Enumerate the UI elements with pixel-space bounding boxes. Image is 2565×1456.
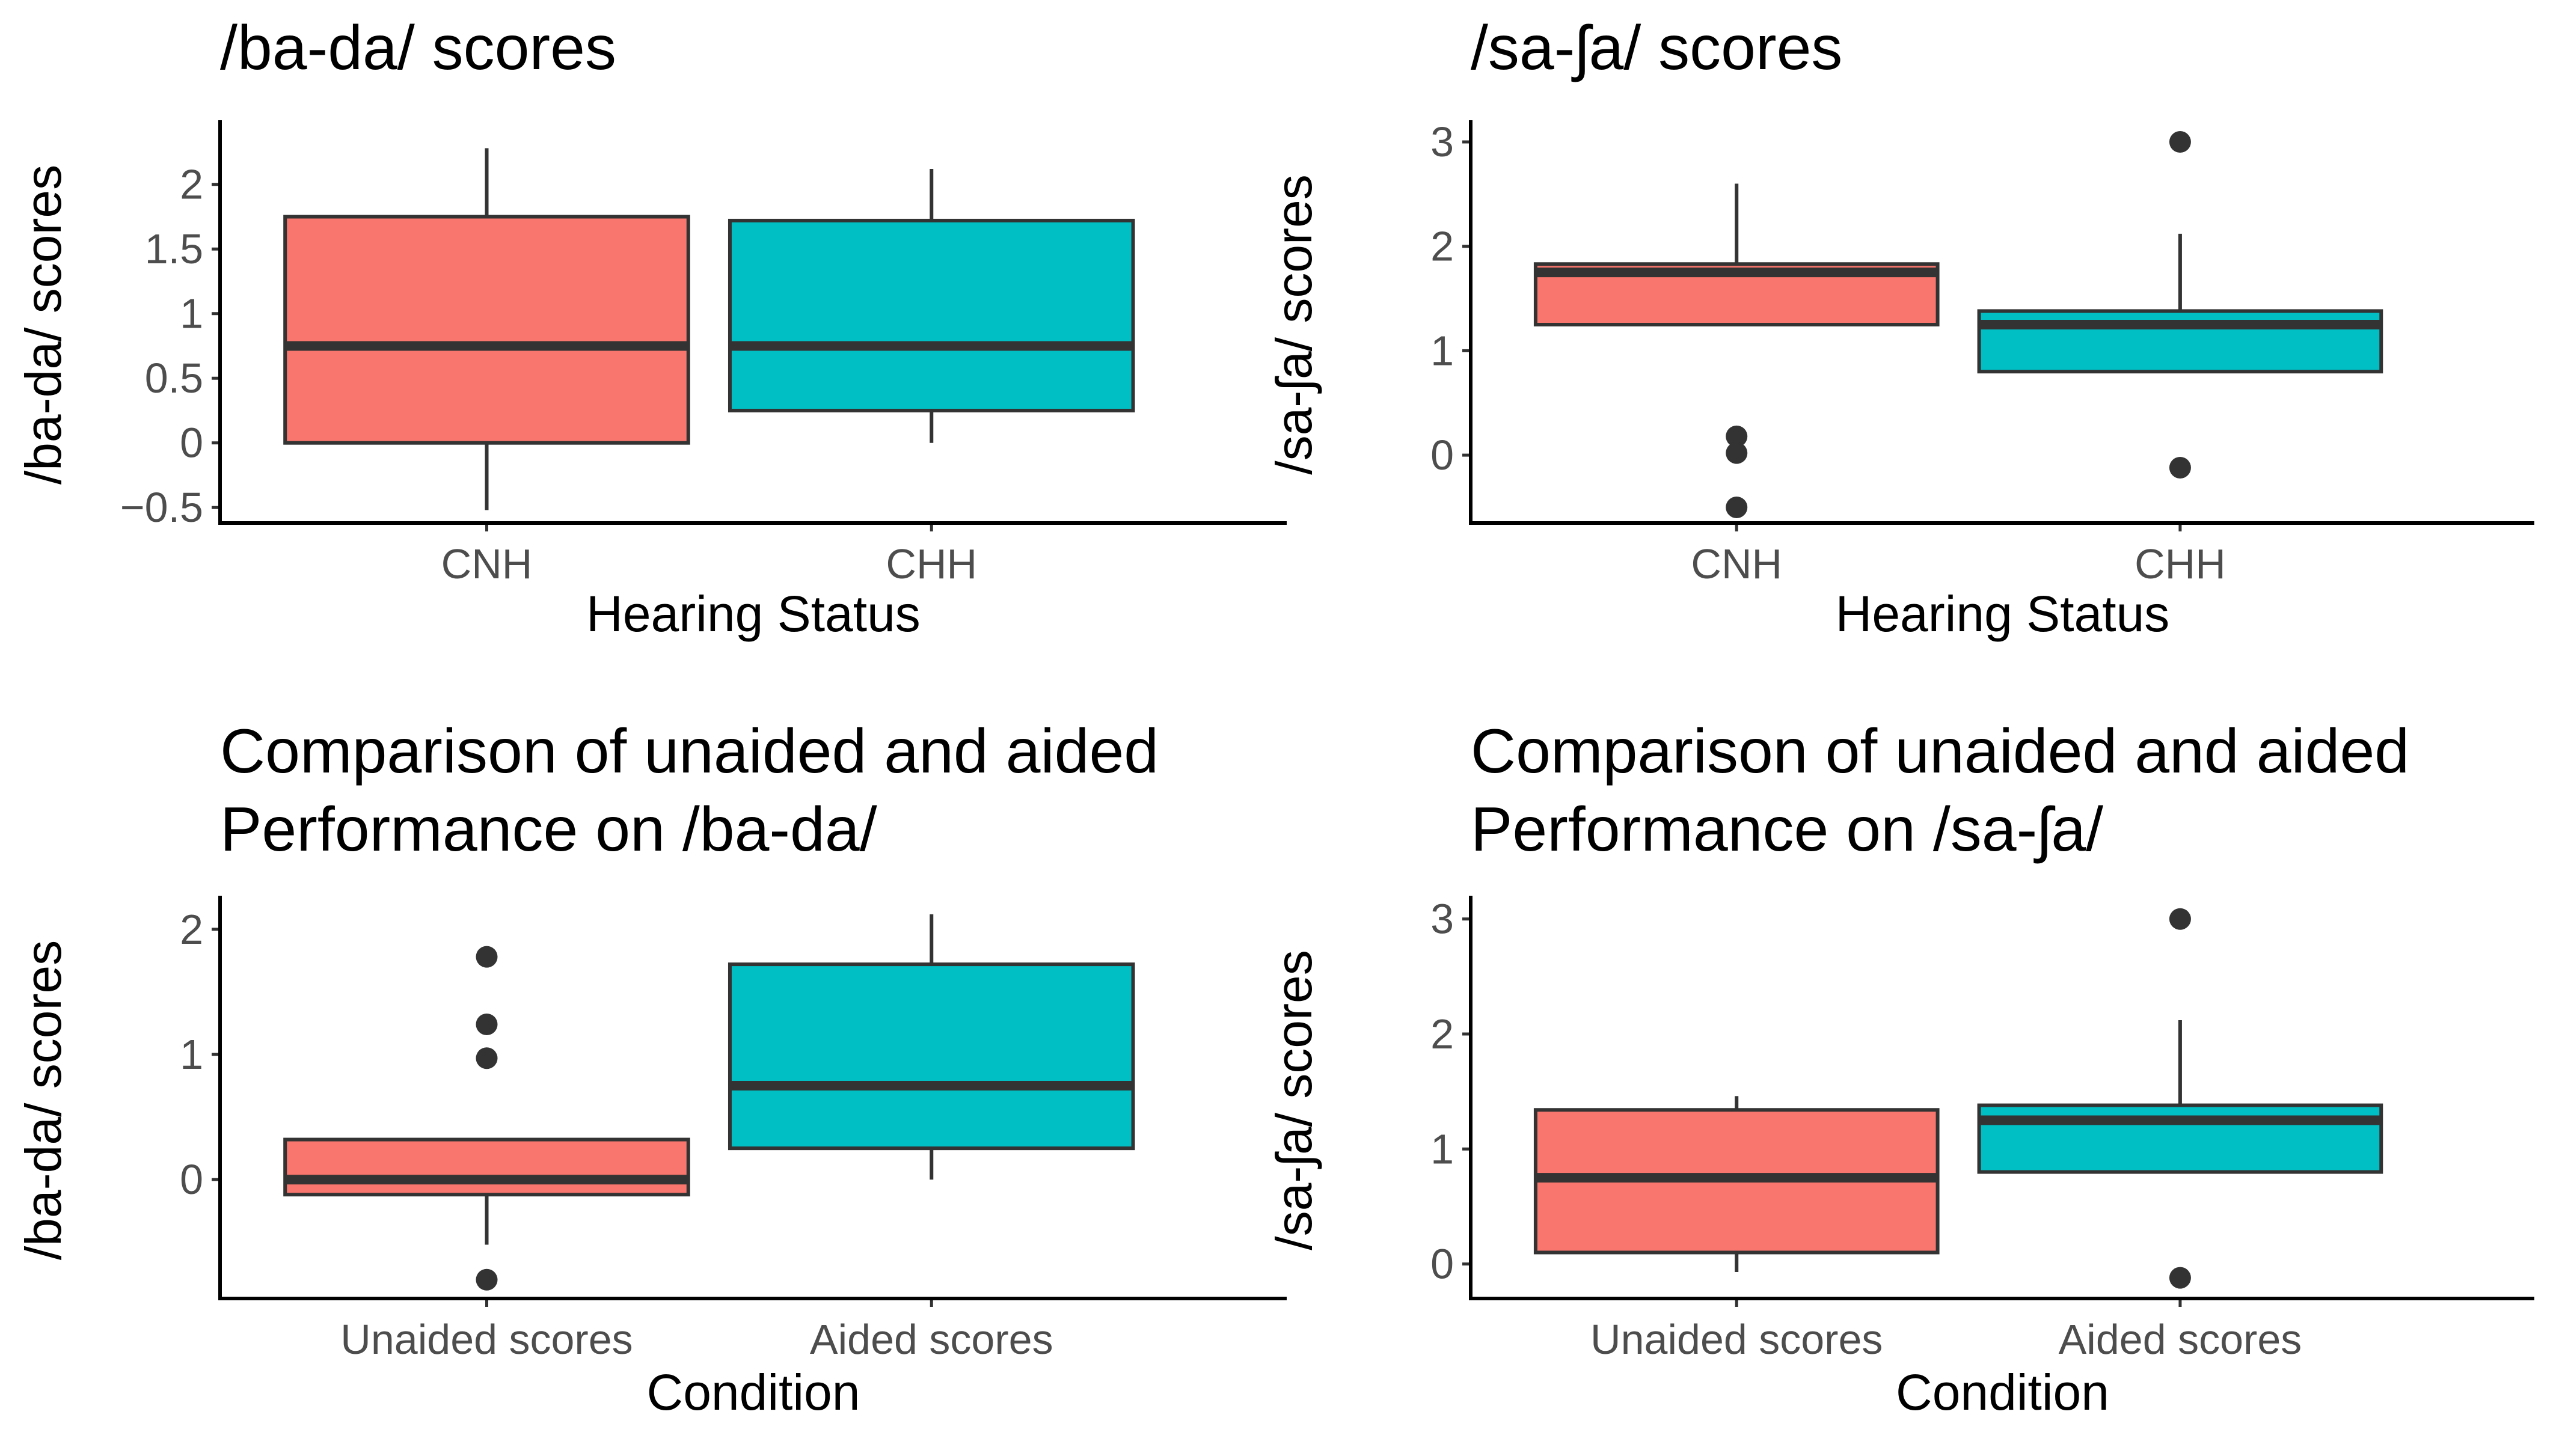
chart-title: Comparison of unaided and aided Performan… <box>220 717 1159 864</box>
outlier-point <box>1726 442 1748 464</box>
chart-title: Comparison of unaided and aided Performan… <box>1471 717 2409 864</box>
outlier-point <box>1726 496 1748 518</box>
box-2 <box>728 168 1135 443</box>
x-axis-title: Condition <box>647 1364 860 1421</box>
y-tick-label: 0 <box>1430 432 1454 479</box>
iqr-box <box>728 218 1135 412</box>
y-tick-label: 0.5 <box>145 355 203 402</box>
outlier-point <box>2169 456 2191 479</box>
y-tick-label: 1 <box>180 1031 203 1078</box>
y-tick-label: 3 <box>1430 896 1454 943</box>
box-2 <box>1977 908 2383 1289</box>
y-tick-label: 0 <box>180 1156 203 1203</box>
outlier-point <box>476 1268 498 1291</box>
outlier-point <box>2169 908 2191 930</box>
chart-panel-3: Comparison of unaided and aided Performan… <box>15 717 1287 1421</box>
y-tick-label: 2 <box>1430 223 1454 270</box>
iqr-box <box>728 962 1135 1151</box>
y-tick-label: 1 <box>180 290 203 337</box>
y-tick-label: 0 <box>1430 1241 1454 1288</box>
chart-panel-4: Comparison of unaided and aided Performan… <box>1266 717 2534 1421</box>
box-1 <box>283 946 690 1291</box>
iqr-box <box>283 215 690 445</box>
y-tick-label: 2 <box>180 161 203 208</box>
y-tick-label: −0.5 <box>120 484 203 531</box>
y-axis-title: /sa-ʃa/ scores <box>1266 174 1322 475</box>
x-axis-title: Hearing Status <box>586 586 921 642</box>
chart-panel-2: /sa-ʃa/ scores/sa-ʃa/ scores Hearing Stat… <box>1266 13 2534 642</box>
y-tick-label: 3 <box>1430 118 1454 165</box>
box-1 <box>1533 183 1940 518</box>
chart-title: /ba-da/ scores <box>220 13 616 83</box>
box-1 <box>283 148 690 510</box>
y-tick-label: 0 <box>180 420 203 466</box>
x-axis-title: Hearing Status <box>1836 586 2170 642</box>
x-tick-label: Aided scores <box>810 1316 1053 1363</box>
x-tick-label: CHH <box>886 540 977 587</box>
y-axis-title: /ba-da/ scores <box>15 165 72 485</box>
box-1 <box>1533 1096 1940 1272</box>
x-tick-label: CNH <box>441 540 533 587</box>
outlier-point <box>1726 425 1748 447</box>
chart-panel-1: /ba-da/ scores/ba-da/ scores Hearing Stat… <box>15 13 1287 642</box>
x-axis-title: Condition <box>1896 1364 2109 1421</box>
box-2 <box>1977 131 2383 479</box>
x-tick-label: CHH <box>2134 540 2226 587</box>
chart-title: /sa-ʃa/ scores <box>1471 13 1842 83</box>
outlier-point <box>476 1014 498 1036</box>
x-tick-label: CNH <box>1691 540 1782 587</box>
y-tick-label: 2 <box>180 906 203 953</box>
y-tick-label: 2 <box>1430 1011 1454 1057</box>
outlier-point <box>2169 131 2191 153</box>
outlier-point <box>2169 1267 2191 1289</box>
y-axis-title: /sa-ʃa/ scores <box>1266 950 1322 1250</box>
iqr-box <box>1977 1103 2383 1174</box>
x-tick-label: Unaided scores <box>1590 1316 1883 1363</box>
x-tick-label: Aided scores <box>2059 1316 2302 1363</box>
outlier-point <box>476 1047 498 1069</box>
box-2 <box>728 914 1135 1180</box>
outlier-point <box>476 946 498 968</box>
x-tick-label: Unaided scores <box>340 1316 633 1363</box>
y-tick-label: 1.5 <box>145 225 203 272</box>
y-tick-label: 1 <box>1430 327 1454 374</box>
y-tick-label: 1 <box>1430 1125 1454 1172</box>
y-axis-title: /ba-da/ scores <box>15 940 72 1260</box>
iqr-box <box>283 1137 690 1197</box>
